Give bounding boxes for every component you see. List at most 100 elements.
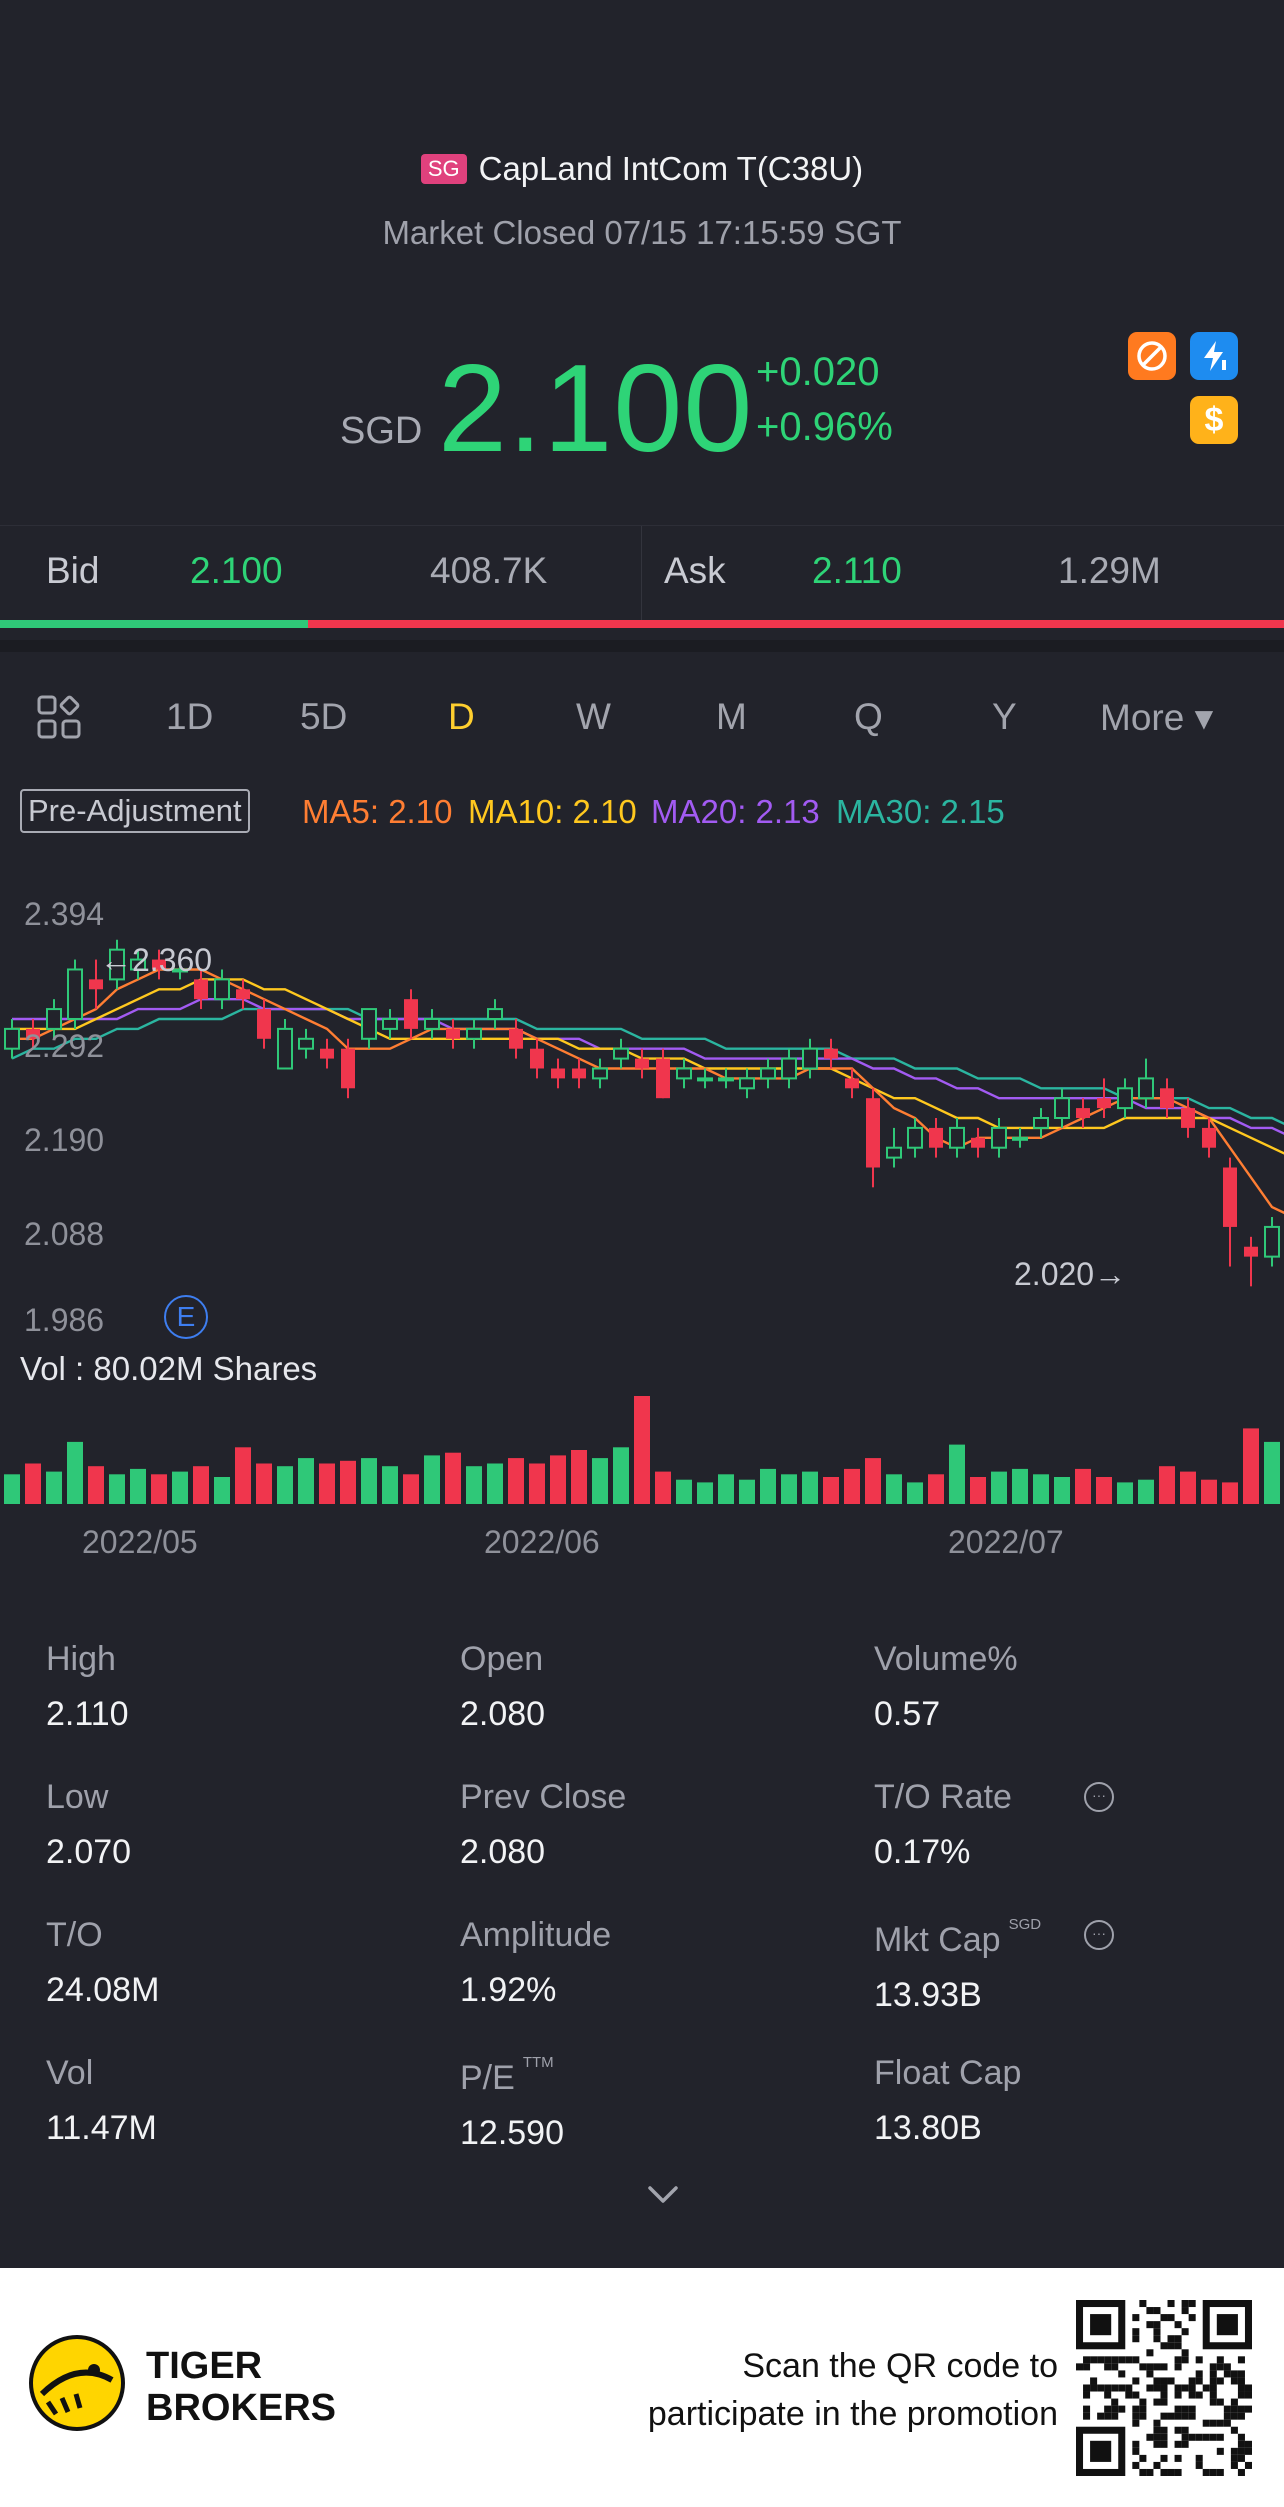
- qr-module: [1104, 2384, 1112, 2392]
- volume-bar: [466, 1466, 482, 1504]
- qr-module: [1237, 2384, 1245, 2392]
- volume-bar: [487, 1463, 503, 1504]
- volume-bar: [991, 1471, 1007, 1504]
- event-marker-icon[interactable]: E: [164, 1295, 208, 1339]
- grid-menu-icon[interactable]: [36, 694, 82, 745]
- qr-module: [1195, 2454, 1203, 2462]
- stat-label: T/O: [46, 1916, 103, 1954]
- volume-bar: [46, 1471, 62, 1504]
- candle-body: [824, 1048, 838, 1059]
- stat-superscript: SGD: [1008, 1916, 1042, 1933]
- volume-bar: [592, 1458, 608, 1504]
- volume-bar: [361, 1458, 377, 1504]
- qr-module: [1132, 2314, 1140, 2322]
- bid-price[interactable]: 2.100: [190, 550, 283, 591]
- ma20-label: MA20: 2.13: [651, 793, 820, 830]
- candle-body: [551, 1068, 565, 1079]
- chevron-down-icon[interactable]: [646, 2184, 680, 2211]
- stat-value: 0.17%: [874, 1833, 971, 1871]
- qr-module: [1132, 2412, 1140, 2420]
- qr-module: [1153, 2307, 1161, 2315]
- volume-bar: [88, 1466, 104, 1504]
- stat-label: Amplitude: [460, 1916, 612, 1954]
- volume-bar: [634, 1396, 650, 1504]
- qr-module: [1188, 2412, 1196, 2420]
- qr-module: [1244, 2440, 1252, 2448]
- currency-label: SGD: [340, 410, 423, 452]
- qr-module: [1146, 2307, 1154, 2315]
- low-marker: 2.020→: [1014, 1256, 1127, 1292]
- tab-m[interactable]: M: [716, 696, 747, 737]
- qr-module: [1188, 2391, 1196, 2399]
- volume-bar: [928, 1474, 944, 1504]
- qr-module: [1237, 2468, 1245, 2476]
- qr-module: [1083, 2384, 1091, 2392]
- volume-bar: [1096, 1477, 1112, 1504]
- candle-body: [257, 1009, 271, 1039]
- volume-bar: [1075, 1468, 1091, 1504]
- qr-module: [1195, 2377, 1203, 2385]
- qr-module: [1174, 2335, 1182, 2343]
- stock-name: CapLand IntCom T(C38U): [478, 150, 864, 187]
- tab-more[interactable]: More ▾: [1100, 697, 1214, 738]
- candlestick-chart[interactable]: [0, 880, 1284, 1560]
- more-info-icon[interactable]: ···: [1084, 1920, 1114, 1950]
- qr-module: [1237, 2391, 1245, 2399]
- stat-value: 13.93B: [874, 1976, 982, 2014]
- more-info-icon[interactable]: ···: [1084, 1782, 1114, 1812]
- qr-finder: [1216, 2314, 1238, 2336]
- stat-t-o: T/O 24.08M: [46, 1916, 159, 2010]
- candle-body: [572, 1068, 586, 1079]
- qr-module: [1216, 2419, 1224, 2427]
- stat-mkt-cap: Mkt Cap SGD 13.93B: [874, 1916, 1041, 2015]
- promo-text-line1: Scan the QR code to: [742, 2347, 1058, 2385]
- tab-5d[interactable]: 5D: [300, 696, 348, 737]
- qr-module: [1230, 2426, 1238, 2434]
- qr-module: [1237, 2433, 1245, 2441]
- qr-module: [1125, 2391, 1133, 2399]
- stat-label: Low: [46, 1778, 109, 1816]
- lightning-icon[interactable]: [1190, 332, 1238, 380]
- volume-bar: [655, 1471, 671, 1504]
- stat-value: 12.590: [460, 2114, 564, 2152]
- volume-bar: [67, 1441, 83, 1504]
- qr-module: [1160, 2454, 1168, 2462]
- y-tick-label: 2.292: [24, 1028, 105, 1064]
- qr-module: [1146, 2321, 1154, 2329]
- no-short-icon[interactable]: [1128, 332, 1176, 380]
- candle-body: [487, 1008, 503, 1020]
- candle-body: [971, 1137, 985, 1148]
- qr-module: [1216, 2468, 1224, 2476]
- qr-module: [1216, 2356, 1224, 2364]
- period-tabs: 1D 5D D W M Q Y More ▾: [0, 652, 1284, 782]
- qr-module: [1153, 2419, 1161, 2427]
- qr-module: [1132, 2377, 1140, 2385]
- candle-body: [26, 1028, 40, 1039]
- qr-module: [1160, 2377, 1168, 2385]
- candle-body: [1054, 1097, 1070, 1119]
- qr-module: [1181, 2307, 1189, 2315]
- qr-module: [1146, 2384, 1154, 2392]
- qr-module: [1223, 2363, 1231, 2371]
- tab-d[interactable]: D: [448, 696, 475, 737]
- qr-module: [1237, 2356, 1245, 2364]
- candle-body: [1138, 1077, 1154, 1100]
- volume-bar: [1054, 1477, 1070, 1504]
- qr-module: [1153, 2328, 1161, 2336]
- qr-module: [1181, 2349, 1189, 2357]
- tab-y[interactable]: Y: [992, 696, 1017, 737]
- qr-module: [1090, 2377, 1098, 2385]
- tab-w[interactable]: W: [576, 696, 611, 737]
- dollar-icon[interactable]: $: [1190, 396, 1238, 444]
- volume-bar: [1117, 1482, 1133, 1504]
- tab-q[interactable]: Q: [854, 696, 883, 737]
- qr-module: [1153, 2377, 1161, 2385]
- tab-1d[interactable]: 1D: [166, 696, 214, 737]
- stat-label: Vol: [46, 2054, 94, 2092]
- ask-price[interactable]: 2.110: [812, 550, 902, 591]
- qr-module: [1132, 2356, 1140, 2364]
- qr-code-icon[interactable]: [1076, 2300, 1252, 2476]
- pre-adjustment-toggle[interactable]: Pre-Adjustment: [20, 789, 250, 833]
- qr-module: [1132, 2391, 1140, 2399]
- stat-label: T/O Rate: [874, 1778, 1012, 1816]
